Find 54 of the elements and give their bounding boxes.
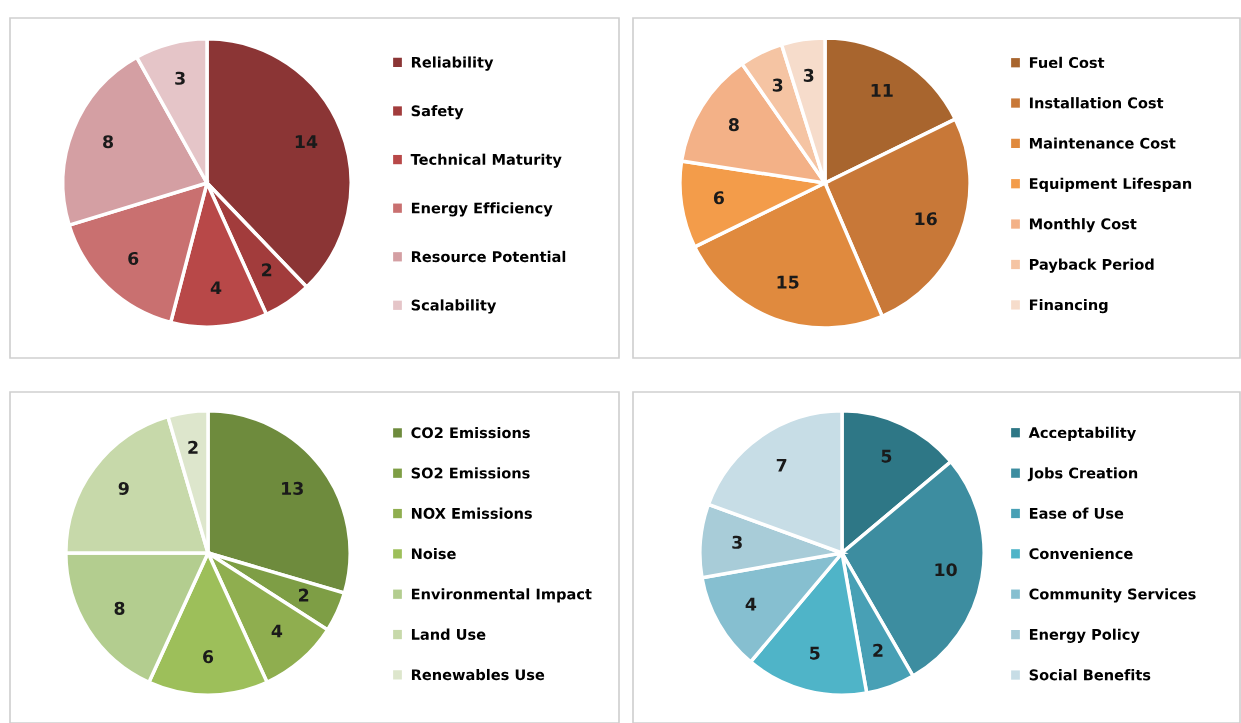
data-label: 8 <box>114 601 125 615</box>
legend-label: Energy Policy <box>1029 628 1140 643</box>
data-label: 9 <box>118 481 129 495</box>
legend-label: Land Use <box>411 628 486 640</box>
legend-label: Fuel Cost <box>1029 56 1105 69</box>
data-label: 3 <box>732 535 742 549</box>
legend-label: SO2 Emissions <box>411 467 530 479</box>
legend-label: Safety <box>411 105 464 120</box>
legend-label: Convenience <box>1029 547 1133 560</box>
data-label: 6 <box>128 251 139 266</box>
legend-label: Ease of Use <box>1029 507 1124 519</box>
legend-label: Social Benefits <box>1029 669 1151 681</box>
data-label: 6 <box>203 650 214 664</box>
data-label: 8 <box>103 135 114 149</box>
legend-label: Scalability <box>411 299 497 314</box>
data-label: 13 <box>282 481 303 495</box>
legend-label: Installation Cost <box>1029 97 1164 109</box>
data-label: 14 <box>295 135 318 149</box>
data-label: 3 <box>175 71 185 85</box>
legend-label: Equipment Lifespan <box>1029 177 1192 192</box>
data-label: 2 <box>188 440 198 454</box>
data-label: 2 <box>299 588 309 602</box>
data-label: 16 <box>915 212 937 226</box>
data-label: 3 <box>803 68 814 82</box>
legend-label: Jobs Creation <box>1027 467 1138 482</box>
legend-label: NOX Emissions <box>411 507 532 519</box>
legend-label: Renewables Use <box>411 668 545 681</box>
legend-label: CO2 Emissions <box>411 426 530 439</box>
legend-label: Acceptability <box>1028 426 1136 442</box>
legend-label: Community Services <box>1029 588 1196 603</box>
legend-label: Technical Maturity <box>410 153 562 168</box>
legend-label: Maintenance Cost <box>1029 137 1176 149</box>
legend-label: Financing <box>1029 298 1108 314</box>
data-label: 2 <box>873 643 883 657</box>
legend-label: Resource Potential <box>411 250 566 263</box>
legend-label: Energy Efficiency <box>411 202 553 217</box>
data-label: 15 <box>777 275 799 289</box>
data-label: 3 <box>772 78 783 92</box>
data-label: 4 <box>210 281 222 295</box>
data-label: 2 <box>262 263 272 277</box>
legend-label: Reliability <box>411 56 494 71</box>
data-label: 5 <box>810 646 820 660</box>
data-label: 5 <box>881 449 892 463</box>
data-label: 8 <box>728 118 739 132</box>
data-label: 11 <box>871 84 893 97</box>
data-label: 4 <box>745 597 757 611</box>
data-label: 6 <box>713 191 724 205</box>
legend-label: Environmental Impact <box>411 588 592 603</box>
legend-label: Payback Period <box>1029 258 1154 273</box>
legend-label: Monthly Cost <box>1029 218 1137 233</box>
data-label: 10 <box>935 563 957 577</box>
data-label: 7 <box>776 458 787 472</box>
data-label: 4 <box>271 624 283 638</box>
legend-label: Noise <box>411 547 456 560</box>
